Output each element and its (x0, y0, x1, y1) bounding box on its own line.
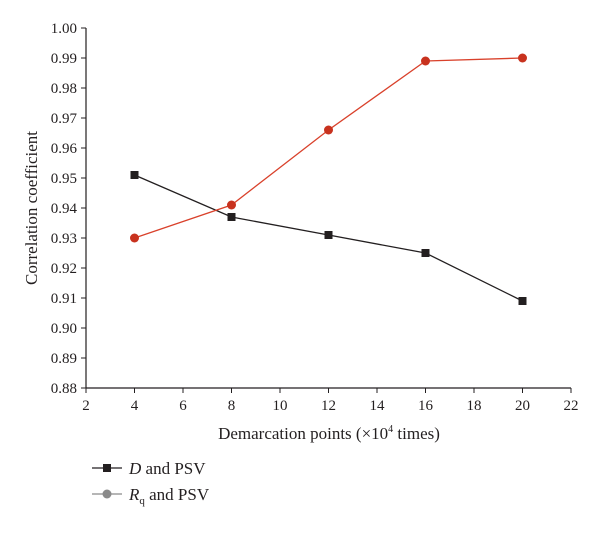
y-tick-label-0-93: 0.93 (51, 231, 77, 247)
series-0-point-3 (421, 249, 430, 257)
x-tick-label-12: 12 (321, 398, 336, 414)
y-tick-label-0-92: 0.92 (51, 261, 77, 277)
legend: D and PSV Rq and PSV (92, 459, 210, 507)
y-tick-label-0-98: 0.98 (51, 81, 77, 97)
x-axis-title: Demarcation points (×104 times) (218, 424, 440, 443)
legend-label-rq-sub: q (139, 495, 145, 507)
y-tick-label-0-97: 0.97 (51, 111, 78, 127)
legend-label-rq-rest: and PSV (145, 485, 210, 504)
series-0-point-4 (518, 297, 527, 305)
y-tick-label-1-00: 1.00 (51, 21, 77, 37)
legend-item-d-psv: D and PSV (92, 459, 206, 478)
x-tick-label-10: 10 (273, 398, 288, 414)
legend-marker-rq-psv (102, 489, 112, 499)
series-1-point-4 (518, 53, 527, 63)
y-tick-label-0-91: 0.91 (51, 291, 77, 307)
x-tick-label-20: 20 (515, 398, 530, 414)
x-tick-label-6: 6 (179, 398, 187, 414)
y-tick-label-0-96: 0.96 (51, 141, 78, 157)
series-1-point-0 (130, 233, 139, 243)
legend-label-d-psv: D and PSV (128, 459, 206, 478)
series-1-line (134, 57, 523, 239)
x-axis-title-sup: 4 (388, 424, 393, 435)
y-tick-label-0-88: 0.88 (51, 381, 77, 397)
x-tick-label-8: 8 (228, 398, 236, 414)
y-axis-title: Correlation coefficient (22, 131, 41, 285)
x-tick-label-22: 22 (564, 398, 579, 414)
y-tick-label-0-89: 0.89 (51, 351, 77, 367)
legend-label-rq-psv: Rq and PSV (128, 485, 210, 507)
y-tick-label-0-90: 0.90 (51, 321, 77, 337)
x-axis-title-prefix: Demarcation points (×10 (218, 424, 388, 443)
y-tick-label-0-99: 0.99 (51, 51, 77, 67)
series-0-point-2 (324, 231, 333, 239)
series-layer (130, 53, 527, 305)
x-axis-title-suffix: times) (393, 424, 440, 443)
x-tick-label-16: 16 (418, 398, 434, 414)
legend-label-d-main: D (128, 459, 142, 478)
x-tick-label-18: 18 (467, 398, 482, 414)
legend-label-rq-main: R (128, 485, 140, 504)
x-tick-label-14: 14 (370, 398, 386, 414)
legend-marker-d-psv (103, 464, 111, 472)
series-0-point-0 (130, 171, 139, 179)
series-1-point-1 (227, 200, 236, 210)
series-1-point-2 (324, 125, 333, 135)
axes: 2 4 6 8 10 12 14 16 18 20 22 0.88 0.89 0.90 0.91 0.92 0.… (51, 21, 579, 414)
legend-label-d-rest: and PSV (141, 459, 206, 478)
legend-item-rq-psv: Rq and PSV (92, 485, 210, 507)
y-tick-label-0-95: 0.95 (51, 171, 77, 187)
series-1-point-3 (421, 56, 430, 66)
x-tick-label-4: 4 (131, 398, 139, 414)
x-tick-label-2: 2 (82, 398, 90, 414)
y-tick-label-0-94: 0.94 (51, 201, 78, 217)
series-0-point-1 (227, 213, 236, 221)
